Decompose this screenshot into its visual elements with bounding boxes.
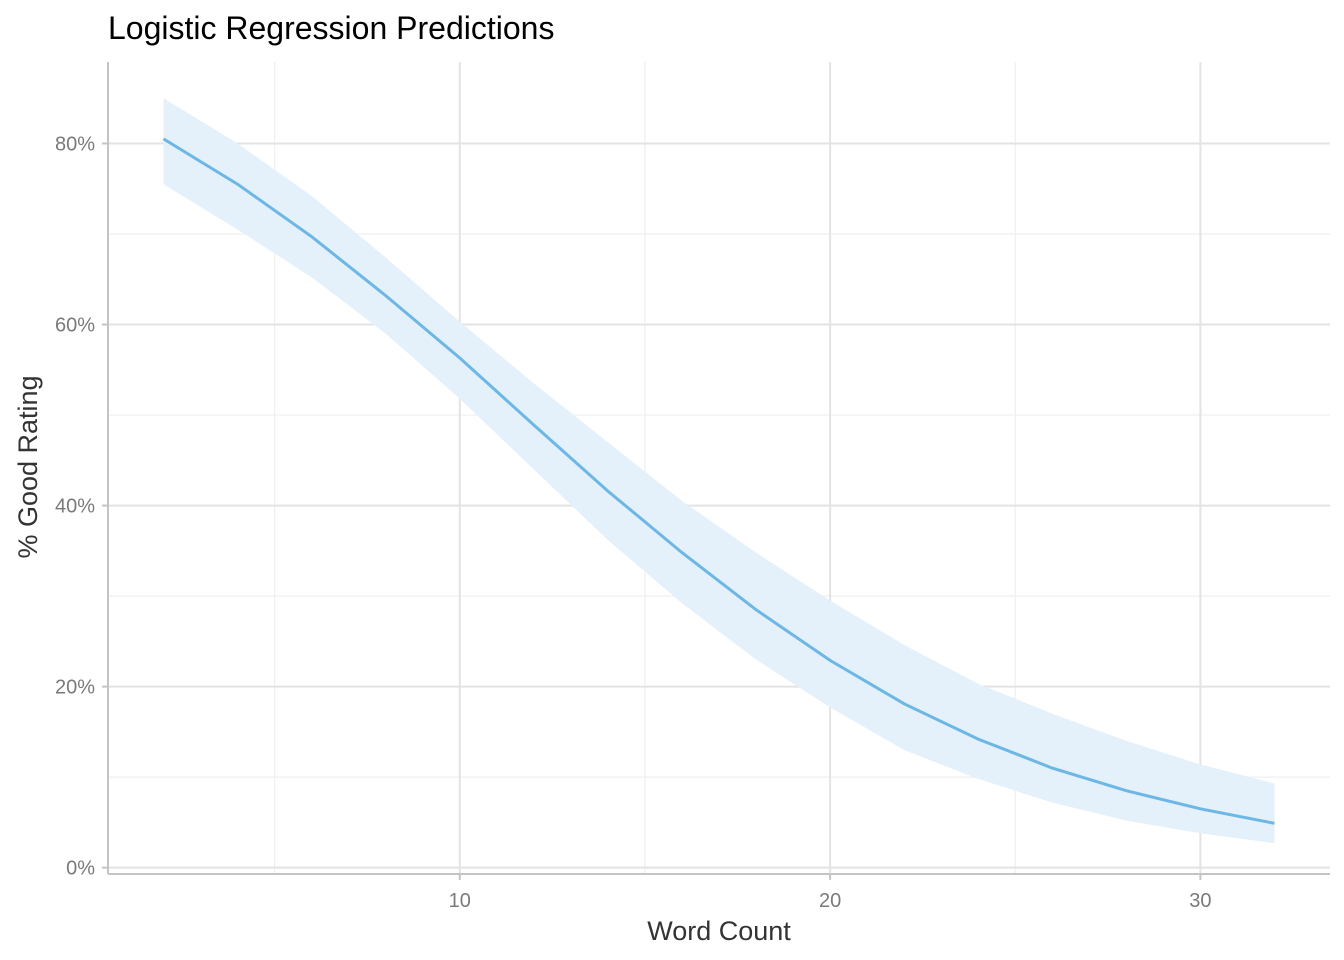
y-axis-ticks: 0% 20% 40% 60% 80% [55, 133, 108, 880]
chart-title: Logistic Regression Predictions [108, 10, 554, 46]
x-axis-title: Word Count [647, 916, 791, 946]
y-axis-title: % Good Rating [13, 375, 43, 558]
y-tick-label: 20% [55, 677, 95, 699]
y-tick-label: 60% [55, 315, 95, 337]
y-tick-label: 80% [55, 133, 95, 155]
prediction-line [162, 137, 1275, 825]
x-tick-label: 20 [819, 890, 841, 912]
x-tick-label: 30 [1189, 890, 1211, 912]
major-gridlines [108, 62, 1330, 874]
y-tick-label: 40% [55, 496, 95, 518]
confidence-band [163, 98, 1275, 844]
x-tick-label: 10 [449, 890, 471, 912]
y-tick-label: 0% [66, 858, 95, 880]
x-axis-ticks: 10 20 30 [449, 874, 1212, 912]
